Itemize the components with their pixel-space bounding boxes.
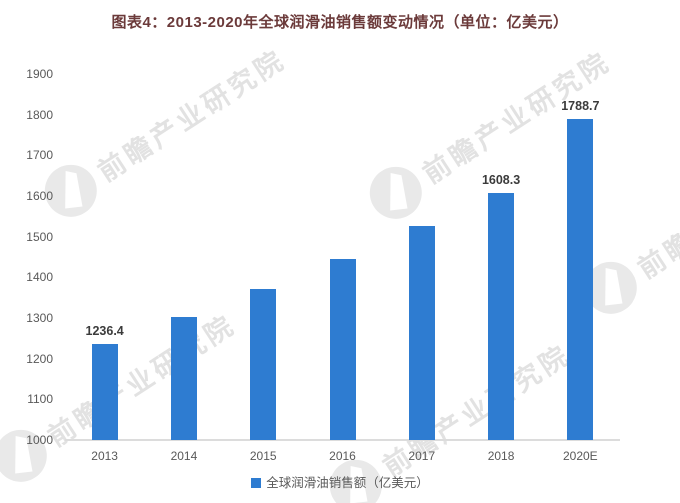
y-tick-label: 1500 bbox=[26, 229, 53, 244]
watermark-text: 前瞻产业研究院 bbox=[92, 43, 291, 187]
y-tick-label: 1300 bbox=[26, 311, 53, 325]
y-tick-label: 1100 bbox=[27, 392, 53, 407]
x-tick-label: 2015 bbox=[249, 449, 277, 463]
bar-2017 bbox=[408, 225, 435, 440]
x-tick-label: 2018 bbox=[487, 449, 515, 463]
bar-value-label: 1788.7 bbox=[561, 99, 600, 114]
bar-2020E bbox=[567, 119, 594, 440]
legend-swatch-icon bbox=[251, 478, 262, 488]
watermark-text: 前瞻产业研究院 bbox=[632, 140, 680, 284]
bar-2014 bbox=[170, 317, 197, 440]
qianzhan-logo-icon bbox=[369, 166, 422, 219]
bar-value-label: 1608.3 bbox=[481, 172, 521, 187]
y-tick-label: 1800 bbox=[26, 107, 53, 122]
x-tick-label: 2020E bbox=[562, 449, 598, 463]
x-tick-label: 2014 bbox=[170, 449, 198, 463]
bar-2018 bbox=[488, 192, 515, 440]
x-tick-label: 2016 bbox=[329, 449, 356, 463]
chart-title: 图表4：2013-2020年全球润滑油销售额变动情况（单位：亿美元） bbox=[111, 14, 569, 31]
bar-2016 bbox=[329, 259, 356, 440]
bar-2015 bbox=[250, 288, 277, 440]
y-tick-label: 1400 bbox=[26, 270, 53, 285]
x-tick-label: 2017 bbox=[408, 449, 436, 463]
y-tick-label: 1000 bbox=[26, 433, 53, 447]
y-tick-label: 1200 bbox=[26, 351, 53, 366]
bar-2013 bbox=[91, 343, 118, 440]
y-tick-label: 1600 bbox=[26, 189, 53, 203]
x-tick-label: 2013 bbox=[91, 449, 118, 463]
bar-value-label: 1236.4 bbox=[85, 323, 124, 338]
y-tick-label: 1700 bbox=[26, 148, 53, 163]
legend-label: 全球润滑油销售额（亿美元） bbox=[266, 476, 429, 490]
legend: 全球润滑油销售额（亿美元） bbox=[0, 476, 680, 490]
watermark: 前瞻产业研究院 bbox=[35, 32, 296, 226]
y-tick-label: 1900 bbox=[26, 67, 53, 81]
x-axis-line bbox=[65, 439, 620, 441]
